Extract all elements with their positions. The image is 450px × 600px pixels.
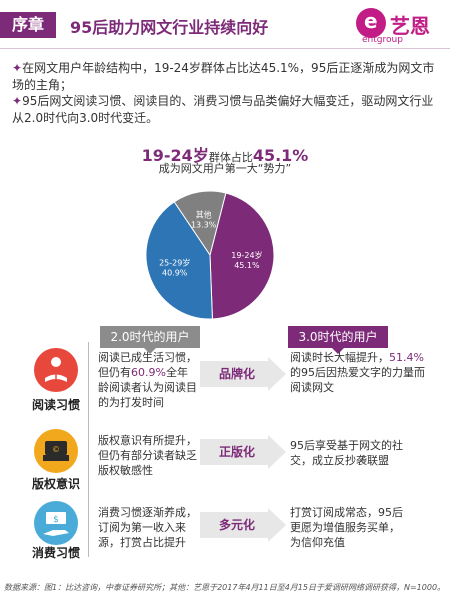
pie-slice-value: 13.3% xyxy=(191,220,217,229)
right-desc-reading: 阅读时长大幅提升，51.4%的95后因热爱文字的力量而阅读网文 xyxy=(290,351,425,394)
chart-title-pct: 45.1% xyxy=(252,146,309,165)
header-divider xyxy=(0,48,450,49)
chart-title-main: 19-24岁 xyxy=(141,146,209,165)
arrow-branding: 品牌化 xyxy=(200,357,286,391)
left-panel-header: 2.0时代的用户 xyxy=(100,326,200,354)
pie-slice xyxy=(209,192,275,320)
logo-circle-icon xyxy=(356,8,386,38)
right-desc-consumption: 打赏订阅成常态，95后更愿为增值服务买单，为信仰充值 xyxy=(290,506,403,549)
row-label-consumption: 消费习惯 xyxy=(31,546,80,560)
pie-slice xyxy=(145,201,213,320)
section-tag: 序章 xyxy=(0,12,56,38)
pie-slice-value: 45.1% xyxy=(234,261,260,270)
intro-bullet-2: ✦95后网文阅读习惯、阅读目的、消费习惯与品类偏好大幅变迁，驱动网文行业从2.0… xyxy=(12,94,434,125)
svg-text:$: $ xyxy=(53,515,59,525)
logo-letter: e xyxy=(364,9,378,33)
pie-slice-label: 25-29岁 xyxy=(159,257,190,267)
chart-subtitle: 成为网文用户第一大“势力” xyxy=(158,162,292,175)
left-desc-copyright: 版权意识有所提升，但仍有部分读者缺乏版权敏感性 xyxy=(98,434,197,477)
money-hand-icon: $ xyxy=(33,500,79,546)
pie-slice xyxy=(173,190,227,257)
column-divider xyxy=(88,342,89,557)
left-desc-consumption: 消费习惯逐渐养成，订阅为第一收入来源，打赏占比提升 xyxy=(98,506,197,549)
left-desc-reading: 阅读已成生活习惯，但仍有60.9%全年龄阅读者认为阅读目的为打发时间 xyxy=(98,351,197,409)
person-reading-icon xyxy=(33,347,79,393)
row-label-copyright: 版权意识 xyxy=(31,477,80,491)
star-icon: ✦ xyxy=(12,61,23,75)
right-desc-copyright: 95后享受基于网文的社交，成立反抄袭联盟 xyxy=(290,439,403,467)
row-label-reading: 阅读习惯 xyxy=(31,398,80,412)
logo-subtitle: entgroup xyxy=(362,35,403,45)
logo-name: 艺恩 xyxy=(390,14,430,38)
pie-slice-label: 19-24岁 xyxy=(231,250,262,260)
brand-logo: e 艺恩 entgroup xyxy=(356,8,444,46)
right-panel-header: 3.0时代的用户 xyxy=(288,326,388,354)
intro-bullet-1: ✦在网文用户年龄结构中，19-24岁群体占比达45.1%，95后正逐渐成为网文市… xyxy=(12,61,435,92)
svg-text:©: © xyxy=(52,445,60,454)
pie-slice-value: 40.9% xyxy=(162,268,188,277)
arrow-diversified: 多元化 xyxy=(200,508,286,542)
chart-title-mid: 群体占比 xyxy=(208,151,253,164)
star-icon: ✦ xyxy=(12,94,23,108)
data-source-footer: 数据来源：图1：比达咨询，中泰证券研究所；其他：艺恩于2017年4月11日至4月… xyxy=(4,583,446,592)
page-title: 95后助力网文行业持续向好 xyxy=(70,18,269,37)
pie-slice-label: 其他 xyxy=(196,209,212,219)
copyright-seal-icon: © xyxy=(33,428,79,474)
chart-title: 19-24岁群体占比45.1% xyxy=(0,142,450,166)
arrow-genuine: 正版化 xyxy=(200,435,286,469)
